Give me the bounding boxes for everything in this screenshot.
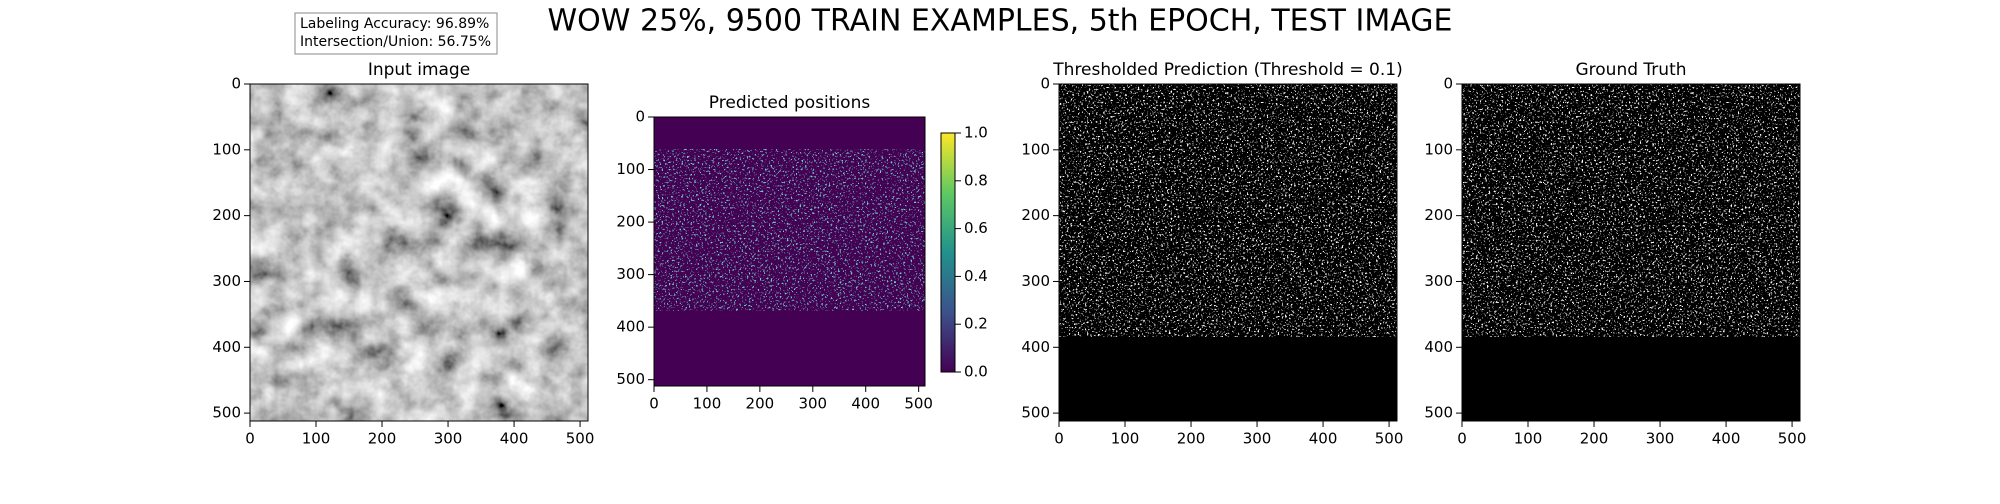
colorbar (940, 132, 956, 373)
y-tick-label: 0 (231, 75, 241, 93)
y-tick-label: 200 (212, 206, 241, 224)
y-tick-label: 100 (212, 140, 241, 158)
y-tick-label: 0 (1443, 75, 1453, 93)
x-tick-label: 400 (851, 395, 880, 413)
y-tick-label: 400 (1424, 338, 1453, 356)
axes-title: Thresholded Prediction (Threshold = 0.1) (1052, 60, 1402, 80)
y-tick-label: 200 (616, 213, 645, 231)
y-tick-label: 0 (635, 108, 645, 126)
x-tick-label: 200 (1177, 430, 1206, 448)
y-tick-label: 100 (616, 160, 645, 178)
image-specks (654, 149, 925, 311)
y-tick-label: 200 (1021, 206, 1050, 224)
axes-frame (249, 83, 589, 422)
y-tick-label: 100 (1424, 140, 1453, 158)
image (250, 84, 588, 421)
axes-title: Ground Truth (1575, 60, 1686, 80)
annotation: Labeling Accuracy: 96.89% (300, 16, 489, 32)
y-tick-label: 300 (1424, 272, 1453, 290)
colorbar-tick-label: 0.8 (964, 171, 988, 189)
x-tick-label: 0 (1457, 430, 1467, 448)
x-tick-label: 500 (1375, 430, 1404, 448)
x-tick-label: 100 (693, 395, 722, 413)
x-tick-label: 300 (1243, 430, 1272, 448)
annotation-box (294, 12, 498, 55)
axes-frame (1461, 83, 1801, 422)
colorbar-tick-label: 1.0 (964, 124, 988, 142)
y-tick-label: 0 (1040, 75, 1050, 93)
axes-frame (653, 116, 926, 387)
image-specks (1462, 84, 1800, 337)
axes-frame (1058, 83, 1398, 422)
axes-title: Predicted positions (709, 93, 871, 113)
figure-title: WOW 25%, 9500 TRAIN EXAMPLES, 5th EPOCH,… (548, 4, 1453, 39)
x-tick-label: 400 (1712, 430, 1741, 448)
x-tick-label: 300 (434, 430, 463, 448)
x-tick-label: 0 (245, 430, 255, 448)
x-tick-label: 400 (500, 430, 529, 448)
y-tick-label: 300 (212, 272, 241, 290)
colorbar-tick-label: 0.4 (964, 267, 988, 285)
y-tick-label: 300 (1021, 272, 1050, 290)
annotation: Intersection/Union: 56.75% (300, 34, 491, 50)
x-tick-label: 200 (368, 430, 397, 448)
colorbar-tick-label: 0.6 (964, 219, 988, 237)
colorbar-tick-label: 0.2 (964, 315, 988, 333)
y-tick-label: 400 (1021, 338, 1050, 356)
x-tick-label: 0 (1054, 430, 1064, 448)
y-tick-label: 200 (1424, 206, 1453, 224)
x-tick-label: 300 (798, 395, 827, 413)
y-tick-label: 100 (1021, 140, 1050, 158)
x-tick-label: 0 (649, 395, 659, 413)
y-tick-label: 500 (1021, 404, 1050, 422)
x-tick-label: 400 (1309, 430, 1338, 448)
colorbar-tick-label: 0.0 (964, 363, 988, 381)
x-tick-label: 100 (302, 430, 331, 448)
x-tick-label: 200 (746, 395, 775, 413)
y-tick-label: 400 (212, 338, 241, 356)
x-tick-label: 200 (1580, 430, 1609, 448)
y-tick-label: 500 (1424, 404, 1453, 422)
x-tick-label: 300 (1646, 430, 1675, 448)
image-specks (1059, 84, 1397, 337)
x-tick-label: 100 (1514, 430, 1543, 448)
axes-title: Input image (368, 60, 470, 80)
x-tick-label: 500 (1778, 430, 1807, 448)
y-tick-label: 400 (616, 318, 645, 336)
y-tick-label: 500 (616, 370, 645, 388)
y-tick-label: 500 (212, 404, 241, 422)
x-tick-label: 100 (1111, 430, 1140, 448)
x-tick-label: 500 (904, 395, 933, 413)
y-tick-label: 300 (616, 265, 645, 283)
x-tick-label: 500 (566, 430, 595, 448)
